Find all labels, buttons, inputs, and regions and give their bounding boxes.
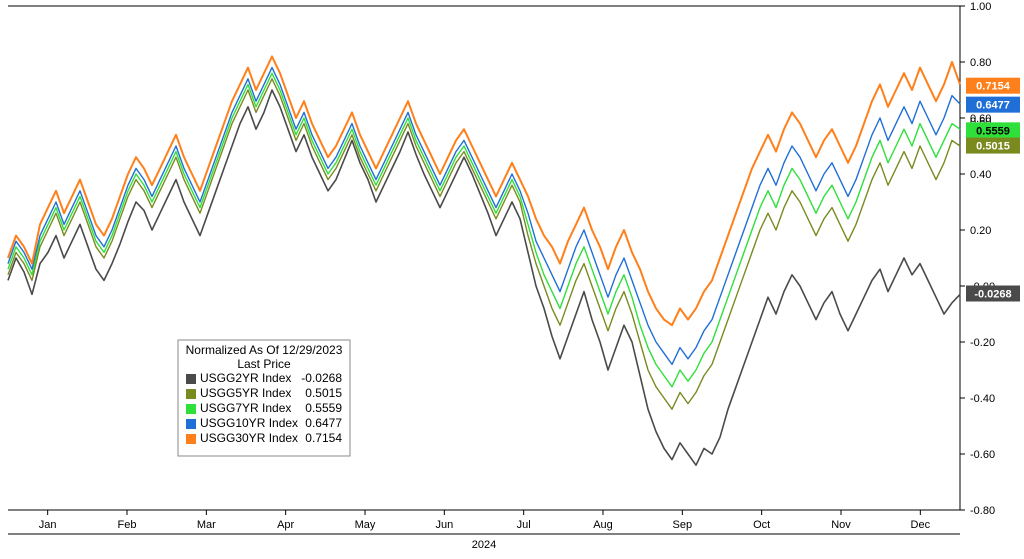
legend-swatch-USGG30YR <box>186 434 196 444</box>
xtick-label: Sep <box>673 519 693 531</box>
legend-label-USGG2YR: USGG2YR Index <box>200 371 291 385</box>
legend-label-USGG7YR: USGG7YR Index <box>200 401 291 415</box>
ytick-label: -0.80 <box>970 505 995 517</box>
end-label-text-USGG30YR: 0.7154 <box>976 81 1011 93</box>
xtick-label: Aug <box>593 519 613 531</box>
legend-value-USGG7YR: 0.5559 <box>305 401 342 415</box>
legend-swatch-USGG2YR <box>186 374 196 384</box>
line-chart: -0.80-0.60-0.40-0.20-0.000.200.400.600.8… <box>0 0 1024 559</box>
ytick-label: 1.00 <box>970 1 991 13</box>
legend-title-2: Last Price <box>237 357 291 371</box>
legend-label-USGG30YR: USGG30YR Index <box>200 431 298 445</box>
xtick-label: Oct <box>753 519 770 531</box>
end-label-text-USGG2YR: -0.0268 <box>974 289 1011 301</box>
chart-container: -0.80-0.60-0.40-0.20-0.000.200.400.600.8… <box>0 0 1024 559</box>
legend-swatch-USGG10YR <box>186 419 196 429</box>
xtick-label: Feb <box>118 519 137 531</box>
ytick-label: -0.40 <box>970 393 995 405</box>
ytick-label: 0.80 <box>970 57 991 69</box>
xtick-label: Mar <box>197 519 216 531</box>
xtick-label: Jul <box>517 519 531 531</box>
ytick-label: 0.40 <box>970 169 991 181</box>
xtick-label: Jun <box>435 519 453 531</box>
end-label-text-USGG5YR: 0.5015 <box>976 141 1010 153</box>
end-label-text-USGG10YR: 0.6477 <box>976 100 1010 112</box>
legend-swatch-USGG7YR <box>186 404 196 414</box>
xtick-label: Dec <box>911 519 931 531</box>
legend-title-1: Normalized As Of 12/29/2023 <box>186 343 343 357</box>
legend-value-USGG2YR: -0.0268 <box>301 371 342 385</box>
chart-bg <box>0 0 1024 559</box>
year-label: 2024 <box>472 539 496 551</box>
legend-label-USGG5YR: USGG5YR Index <box>200 386 291 400</box>
legend-swatch-USGG5YR <box>186 389 196 399</box>
legend-value-USGG30YR: 0.7154 <box>305 431 342 445</box>
ytick-label: -0.20 <box>970 337 995 349</box>
xtick-label: Apr <box>277 519 294 531</box>
end-label-text-USGG7YR: 0.5559 <box>976 125 1010 137</box>
legend-value-USGG5YR: 0.5015 <box>305 386 342 400</box>
ytick-label: 0.20 <box>970 225 991 237</box>
ytick-label: -0.60 <box>970 449 995 461</box>
xtick-label: Nov <box>831 519 851 531</box>
legend-value-USGG10YR: 0.6477 <box>305 416 342 430</box>
legend-label-USGG10YR: USGG10YR Index <box>200 416 298 430</box>
xtick-label: Jan <box>39 519 57 531</box>
xtick-label: May <box>355 519 376 531</box>
